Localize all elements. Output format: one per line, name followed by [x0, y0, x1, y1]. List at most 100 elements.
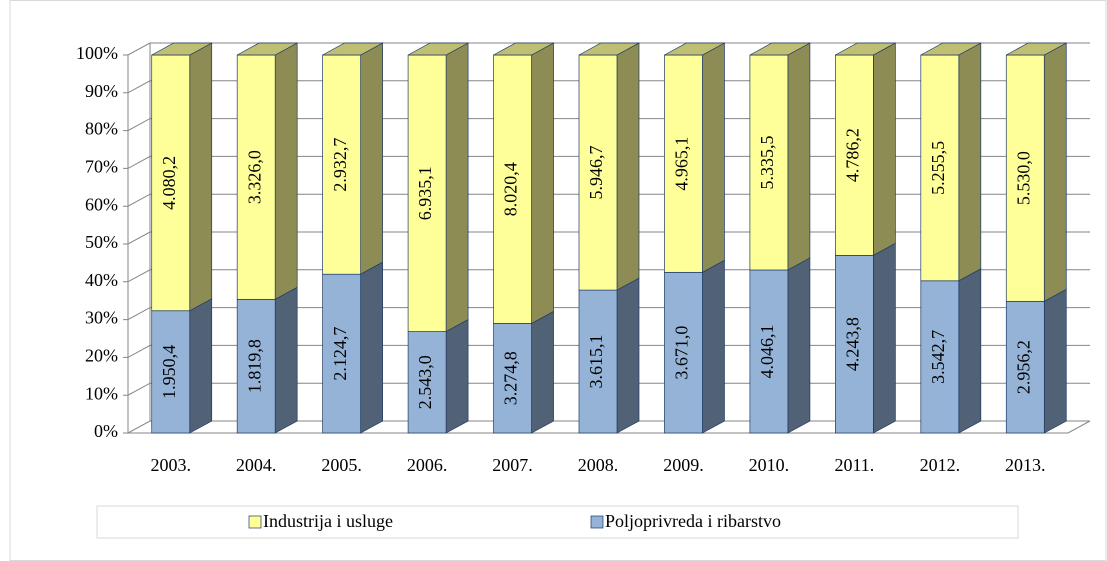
bar-side: [445, 318, 469, 434]
bar-side: [445, 42, 469, 333]
bar-side: [958, 42, 982, 282]
y-tick-label: 60%: [85, 194, 118, 214]
data-label: 1.819,8: [244, 339, 264, 393]
bar-top: [749, 42, 811, 56]
data-label: 8.020,4: [501, 162, 521, 216]
bar: [151, 310, 191, 434]
data-label: 3.542,7: [928, 330, 948, 384]
bar-top: [493, 42, 554, 56]
data-label: 4.243,8: [842, 317, 862, 371]
bar-top: [664, 42, 725, 56]
data-label: 5.255,5: [928, 141, 948, 195]
x-tick-label: 2008.: [578, 455, 619, 475]
y-tick-label: 80%: [85, 119, 118, 139]
data-label: 3.274,8: [501, 351, 521, 405]
data-label: 3.615,1: [586, 335, 606, 389]
bar: [835, 255, 874, 434]
bar-top: [322, 42, 383, 56]
bar-side: [787, 257, 811, 434]
data-label: 2.932,7: [330, 138, 350, 192]
data-label: 1.950,4: [159, 345, 179, 399]
bar-side: [189, 42, 213, 312]
bar-top: [578, 42, 640, 56]
data-label: 4.046,1: [757, 324, 777, 378]
x-tick-label: 2007.: [492, 455, 533, 475]
bar-side: [616, 42, 640, 291]
y-tick-label: 20%: [85, 346, 118, 366]
bar: [1005, 300, 1045, 434]
x-tick-label: 2013.: [1005, 455, 1046, 475]
bar-side: [1043, 288, 1067, 434]
bar-side: [873, 242, 896, 434]
y-tick-label: 50%: [85, 232, 118, 252]
bar: [493, 54, 532, 324]
bar-side: [958, 268, 982, 434]
x-tick-label: 2004.: [236, 455, 277, 475]
x-tick-label: 2009.: [663, 455, 704, 475]
data-label: 5.530,0: [1013, 151, 1033, 205]
bar: [1005, 54, 1045, 302]
data-label: 5.946,7: [586, 146, 606, 200]
y-tick-label: 30%: [85, 308, 118, 328]
data-label: 4.080,2: [159, 156, 179, 210]
bar: [664, 271, 703, 434]
bar: [749, 269, 789, 434]
y-tick-label: 70%: [85, 157, 118, 177]
bar-top: [1006, 42, 1067, 56]
bar-side: [702, 259, 725, 434]
bar: [407, 331, 447, 434]
data-label: 6.935,1: [415, 166, 435, 220]
legend-label: Industrija i usluge: [263, 511, 393, 531]
data-label: 2.956,2: [1013, 340, 1033, 394]
legend-swatch: [248, 515, 262, 529]
y-tick-label: 0%: [94, 421, 118, 441]
bar-side: [616, 277, 640, 434]
x-tick-label: 2011.: [834, 455, 874, 475]
bar-top: [920, 42, 981, 56]
x-tick-label: 2010.: [749, 455, 790, 475]
x-tick-label: 2006.: [407, 455, 448, 475]
data-label: 4.786,2: [842, 128, 862, 182]
bar-side: [189, 298, 213, 434]
bar: [151, 54, 191, 312]
bar-side: [360, 261, 383, 434]
y-tick-label: 40%: [85, 270, 118, 290]
data-label: 3.671,0: [672, 326, 692, 380]
data-label: 4.965,1: [672, 137, 692, 191]
bar-side: [531, 42, 554, 324]
y-tick-label: 10%: [85, 383, 118, 403]
bar-top: [835, 42, 896, 56]
bar-side: [873, 42, 896, 256]
x-tick-label: 2012.: [920, 455, 961, 475]
bar-side: [274, 286, 298, 434]
bar-side: [360, 42, 383, 275]
bar: [407, 54, 447, 332]
bar-side: [1043, 42, 1067, 302]
bar: [835, 54, 874, 256]
data-label: 2.543,0: [415, 355, 435, 409]
y-tick-label: 90%: [85, 81, 118, 101]
bar: [236, 298, 276, 434]
y-tick-label: 100%: [76, 43, 118, 63]
bar: [578, 289, 618, 434]
bar: [322, 273, 361, 434]
bar-side: [274, 42, 298, 300]
bar-top: [237, 42, 298, 56]
bar-top: [151, 42, 212, 56]
bar: [236, 54, 276, 300]
bar-top: [407, 42, 469, 56]
data-label: 3.326,0: [244, 150, 264, 204]
bar: [749, 54, 789, 271]
x-tick-label: 2005.: [321, 455, 362, 475]
x-tick-label: 2003.: [150, 455, 191, 475]
bar-side: [531, 310, 554, 434]
bar-side: [787, 42, 811, 271]
legend-box: [96, 505, 1019, 539]
data-label: 2.124,7: [330, 327, 350, 381]
legend-swatch: [590, 515, 604, 529]
data-label: 5.335,5: [757, 135, 777, 189]
legend-label: Poljoprivreda i ribarstvo: [605, 511, 781, 531]
bar: [493, 323, 532, 434]
bar-side: [702, 42, 725, 273]
